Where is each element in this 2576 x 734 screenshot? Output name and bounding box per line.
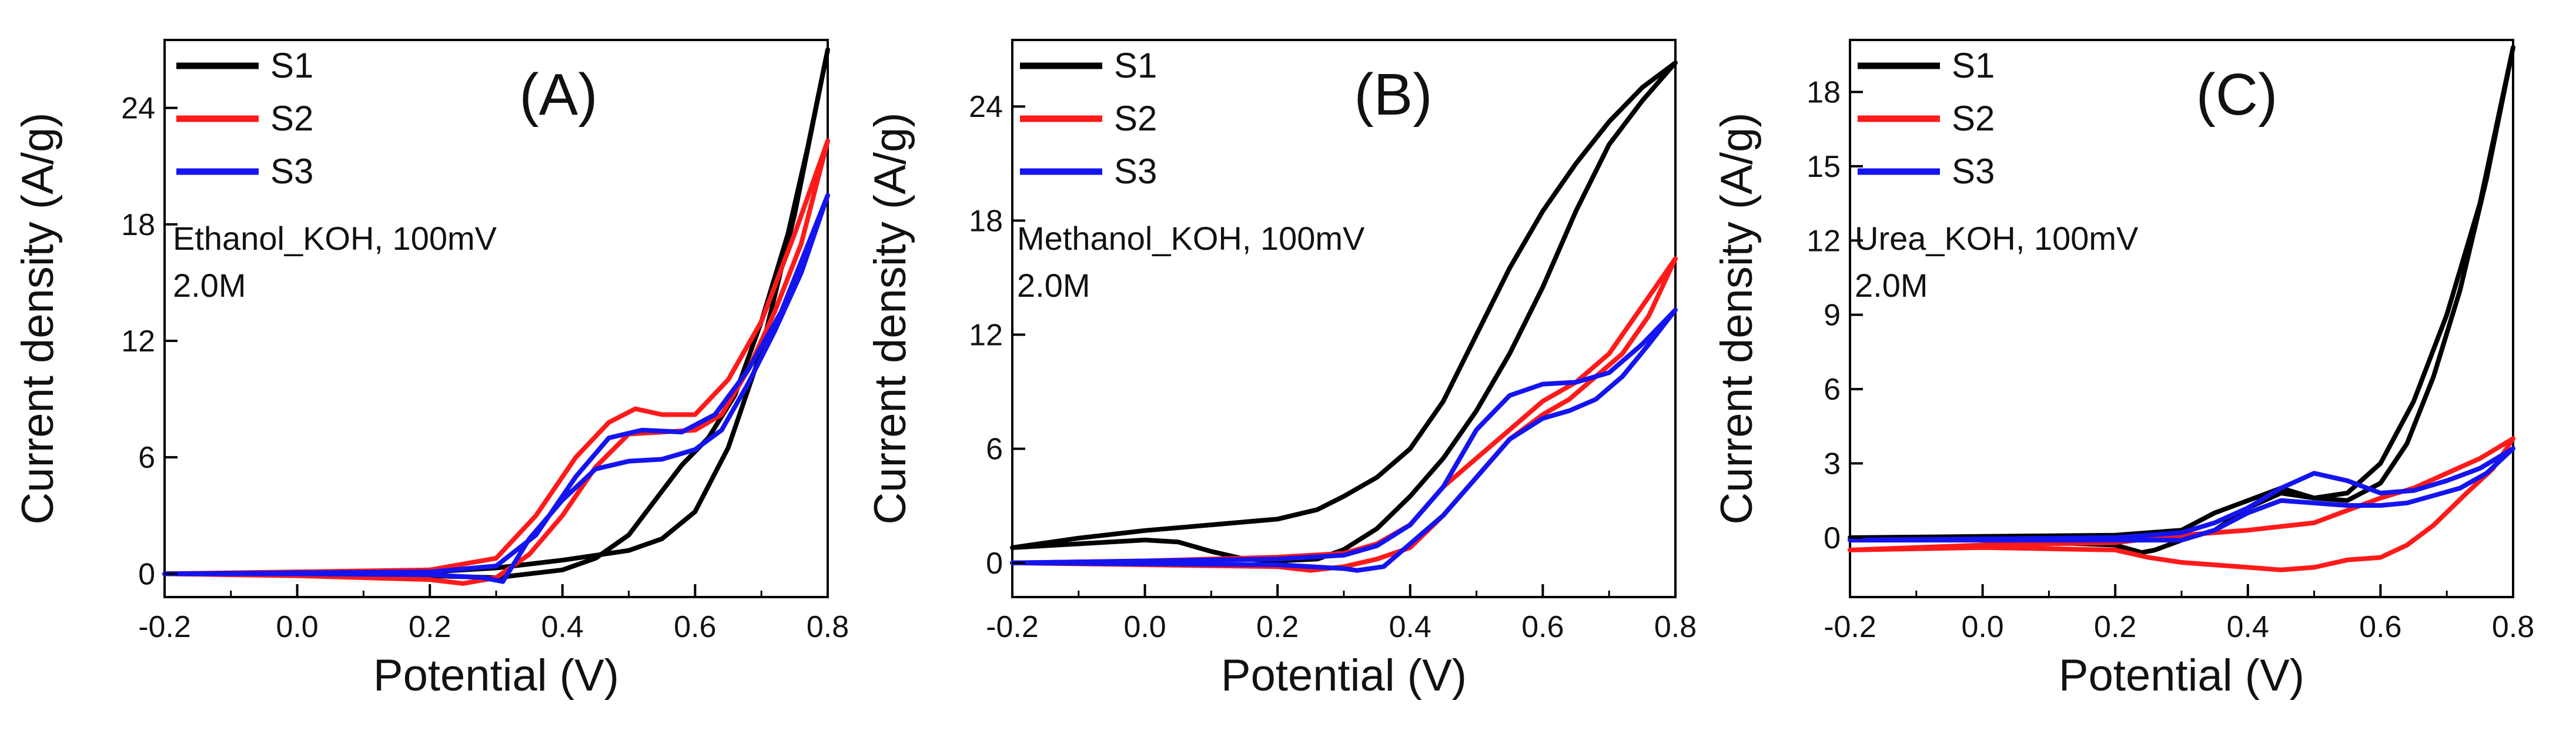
y-axis-title: Current density (A/g) (13, 112, 63, 524)
series-s1-curve (162, 47, 830, 580)
y-tick-label: 12 (1806, 224, 1841, 258)
x-tick-label: -0.2 (1824, 610, 1876, 644)
x-tick-label: 0.2 (2094, 610, 2136, 644)
y-tick-label: 6 (138, 441, 155, 475)
y-tick-label: 3 (1824, 447, 1841, 481)
series-s1-curve (1010, 60, 1678, 564)
legend-label-s3: S3 (270, 152, 313, 191)
x-ticks: -0.2 0.0 0.2 0.4 0.6 0.8 (138, 584, 849, 644)
panel-label: (A) (519, 62, 597, 128)
x-axis-title: Potential (V) (2059, 651, 2304, 701)
x-ticks: -0.2 0.0 0.2 0.4 0.6 0.8 (986, 584, 1697, 644)
x-tick-label: 0.0 (276, 610, 318, 644)
panel-b: -0.2 0.0 0.2 0.4 0.6 0.8 0 6 12 18 24 (B) S1 S2 S… (865, 39, 1697, 701)
y-tick-label: 18 (1806, 75, 1841, 109)
x-axis-title: Potential (V) (373, 651, 619, 701)
panel-c: -0.2 0.0 0.2 0.4 0.6 0.8 0 3 6 9 12 15 18 (C) S1 S2… (1712, 39, 2534, 701)
x-axis-title: Potential (V) (1221, 651, 1467, 701)
panel-a: -0.2 0.0 0.2 0.4 0.6 0.8 0 6 12 18 24 (A) S1 S2 S… (13, 39, 849, 701)
x-tick-label: 0.4 (2227, 610, 2269, 644)
x-ticks: -0.2 0.0 0.2 0.4 0.6 0.8 (1824, 584, 2534, 644)
x-tick-label: 0.8 (2492, 610, 2534, 644)
series-s3-curve (1848, 446, 2515, 543)
y-tick-label: 12 (969, 319, 1003, 353)
legend-label-s1: S1 (1952, 46, 1995, 85)
y-axis-title: Current density (A/g) (1712, 112, 1762, 524)
annotation-concentration: 2.0M (173, 267, 246, 304)
legend: S1 S2 S3 (176, 46, 313, 191)
x-tick-label: 0.6 (674, 610, 716, 644)
series-s2-curve (162, 138, 830, 586)
panel-label: (B) (1354, 62, 1432, 128)
x-tick-label: 0.6 (2359, 610, 2401, 644)
x-tick-label: 0.8 (1654, 610, 1697, 644)
series-layer (1848, 45, 2515, 572)
x-tick-label: 0.4 (541, 610, 584, 644)
x-tick-label: 0.0 (1961, 610, 2003, 644)
plot-frame (1011, 39, 1677, 598)
series-layer (162, 47, 830, 586)
series-s1-curve (1848, 45, 2515, 555)
series-s2-curve (1848, 436, 2515, 572)
legend: S1 S2 S3 (1858, 46, 1995, 191)
legend-label-s1: S1 (270, 46, 313, 85)
legend-label-s1: S1 (1114, 46, 1157, 85)
plot-frame (163, 39, 829, 598)
legend-label-s2: S2 (270, 99, 313, 138)
y-tick-label: 6 (1824, 373, 1841, 407)
x-tick-label: -0.2 (138, 610, 191, 644)
y-axis-title: Current density (A/g) (865, 112, 915, 524)
y-ticks: 0 6 12 18 24 (969, 90, 1025, 581)
plot-frame (1849, 39, 2514, 598)
y-tick-label: 0 (1824, 521, 1841, 555)
y-tick-label: 24 (969, 90, 1003, 124)
y-tick-label: 15 (1806, 150, 1841, 184)
y-tick-label: 0 (986, 547, 1003, 581)
x-tick-label: 0.8 (807, 610, 849, 644)
annotation-electrolyte: Methanol_KOH, 100mV (1017, 220, 1365, 257)
series-layer (1010, 60, 1678, 573)
legend-label-s2: S2 (1114, 99, 1157, 138)
x-tick-label: 0.4 (1389, 610, 1431, 644)
x-tick-label: 0.0 (1123, 610, 1166, 644)
y-ticks: 0 3 6 9 12 15 18 (1806, 75, 1863, 555)
legend-label-s2: S2 (1952, 99, 1995, 138)
y-tick-label: 12 (121, 324, 155, 358)
series-s3-curve (1010, 307, 1678, 573)
panel-label: (C) (2196, 62, 2278, 128)
legend: S1 S2 S3 (1020, 46, 1157, 191)
x-tick-label: 0.2 (1256, 610, 1299, 644)
series-s2-curve (1010, 256, 1678, 573)
y-tick-label: 6 (986, 433, 1003, 467)
y-tick-label: 0 (138, 557, 155, 591)
series-s3-curve (162, 193, 830, 584)
annotation-electrolyte: Urea_KOH, 100mV (1855, 220, 2139, 257)
annotation-electrolyte: Ethanol_KOH, 100mV (173, 220, 497, 257)
y-tick-label: 18 (969, 204, 1003, 238)
y-tick-label: 9 (1824, 299, 1841, 333)
x-tick-label: 0.2 (409, 610, 451, 644)
y-tick-label: 18 (121, 208, 155, 242)
y-ticks: 0 6 12 18 24 (121, 92, 178, 591)
x-tick-label: 0.6 (1521, 610, 1564, 644)
legend-label-s3: S3 (1952, 152, 1995, 191)
x-tick-label: -0.2 (986, 610, 1039, 644)
annotation-concentration: 2.0M (1855, 267, 1928, 304)
y-tick-label: 24 (121, 92, 155, 126)
annotation-concentration: 2.0M (1017, 267, 1090, 304)
legend-label-s3: S3 (1114, 152, 1157, 191)
